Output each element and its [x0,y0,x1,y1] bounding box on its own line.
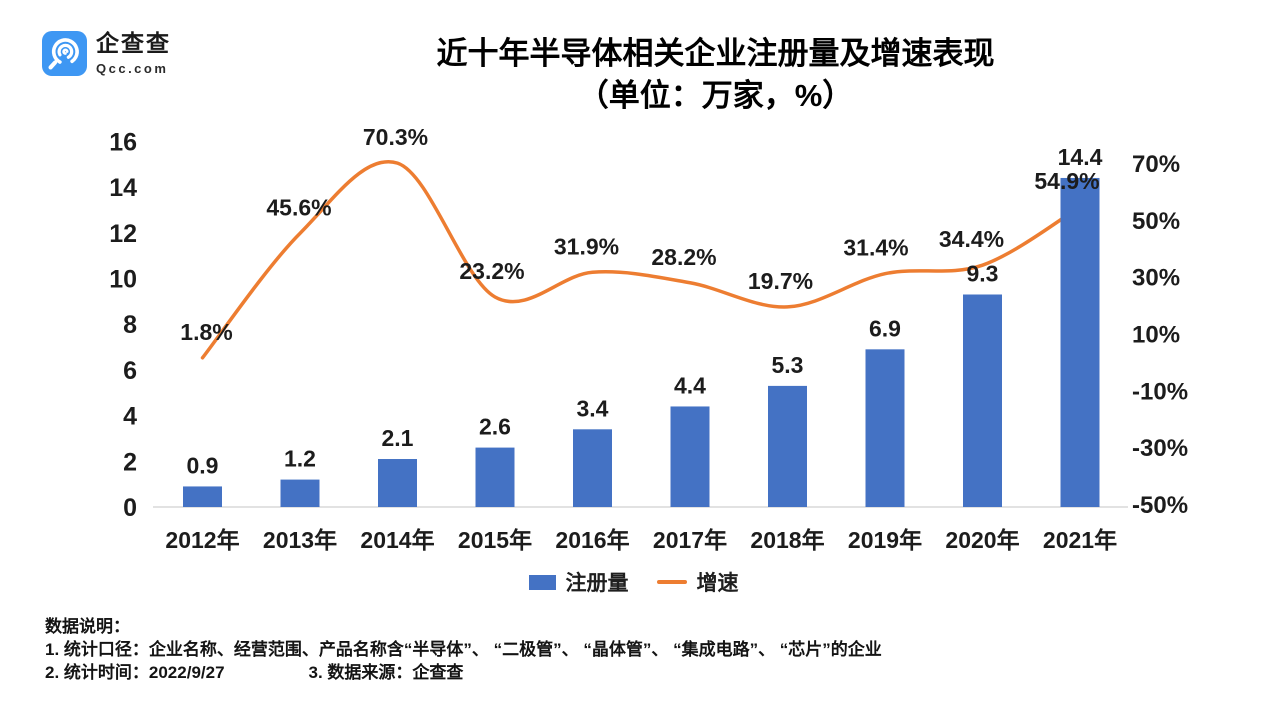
legend-bar-swatch [528,574,556,590]
footnote: 数据说明： 1. 统计口径：企业名称、经营范围、产品名称含“半导体”、 “二极管… [45,615,882,684]
growth-value-label: 28.2% [651,244,716,270]
left-axis-tick: 14 [109,174,137,202]
right-axis-tick: 10% [1132,321,1180,348]
bar-value-label: 14.4 [1058,144,1103,170]
legend-label-growth: 增速 [696,572,739,595]
growth-value-label: 1.8% [180,319,232,345]
legend-line-swatch [656,580,687,584]
growth-value-label: 19.7% [748,268,813,294]
footnote-line2: 2. 统计时间：2022/9/27 3. 数据来源：企查查 [45,661,882,684]
bar-value-label: 0.9 [187,452,219,478]
growth-value-label: 45.6% [266,194,331,220]
legend-item-growth: 增速 [656,567,739,597]
chart-title-line2: （单位：万家，%） [577,78,854,113]
left-axis-tick: 2 [123,448,137,476]
x-axis-label: 2020年 [945,527,1019,553]
bar-value-label: 1.2 [284,446,316,472]
brand-name: 企查查 [96,30,171,57]
left-axis-tick: 12 [109,220,137,248]
bar-value-label: 2.1 [382,425,414,451]
legend-label-registrations: 注册量 [565,572,629,595]
footnote-line1: 1. 统计口径：企业名称、经营范围、产品名称含“半导体”、 “二极管”、 “晶体… [45,640,882,659]
right-axis-tick: 30% [1132,265,1180,292]
bar-value-label: 3.4 [577,395,609,421]
left-axis-tick: 4 [123,403,137,431]
x-axis-label: 2015年 [458,527,532,553]
x-axis-label: 2016年 [555,527,629,553]
chart-title: 近十年半导体相关企业注册量及增速表现 （单位：万家，%） [170,33,1261,117]
x-axis-label: 2017年 [653,527,727,553]
x-axis-label: 2014年 [360,527,434,553]
bar-value-label: 6.9 [869,315,901,341]
chart-legend: 注册量 增速 [0,567,1267,597]
bar-2016年 [573,429,612,507]
x-axis-label: 2019年 [848,527,922,553]
right-axis-tick: -50% [1132,492,1188,519]
growth-value-label: 31.9% [554,233,619,259]
footnote-stat-time: 2. 统计时间：2022/9/27 [45,663,225,682]
left-axis-tick: 16 [109,128,137,156]
bar-2012年 [183,486,222,507]
bar-2013年 [280,479,320,507]
bar-2017年 [670,406,710,507]
growth-value-label: 31.4% [843,235,908,261]
bar-2015年 [475,447,515,507]
left-axis-tick: 8 [123,311,137,339]
qcc-logo-icon [42,31,87,76]
growth-line [200,159,1082,360]
right-axis-tick: 70% [1132,151,1180,178]
x-axis-label: 2012年 [165,527,239,553]
bar-2018年 [768,385,807,507]
right-axis-tick: -10% [1132,378,1188,405]
right-axis-tick: 50% [1132,208,1180,235]
bar-value-label: 2.6 [479,414,511,440]
x-axis-label: 2013年 [263,527,337,553]
left-axis-tick: 10 [109,266,137,294]
bar-value-label: 9.3 [967,260,999,286]
bar-2021年 [1060,177,1100,507]
combo-chart: 0 2 4 6 8 10 12 14 16 70% 50% 30% 10% -10% -30% -50% 201… [109,124,1188,553]
left-axis-tick: 0 [123,494,137,522]
growth-value-label: 34.4% [939,226,1004,252]
bar-value-label: 4.4 [674,372,706,398]
legend-item-registrations: 注册量 [528,567,629,597]
brand-domain: Qcc.com [96,60,169,76]
left-axis-tick: 6 [123,357,137,385]
bar-2014年 [378,459,417,507]
footnote-data-source: 3. 数据来源：企查查 [308,663,464,682]
chart-title-line1: 近十年半导体相关企业注册量及增速表现 [436,36,995,71]
bar-value-label: 5.3 [772,352,804,378]
qcc-logo: 企查查 Qcc.com [42,31,171,76]
bar-2020年 [963,294,1002,507]
growth-value-label: 23.2% [459,258,524,284]
x-axis-label: 2018年 [750,527,824,553]
x-axis-label: 2021年 [1043,527,1117,553]
qcc-logo-text: 企查查 Qcc.com [96,30,171,76]
footnote-heading: 数据说明： [45,617,130,636]
growth-value-label: 54.9% [1034,168,1099,194]
growth-value-label: 70.3% [363,124,428,150]
right-axis-tick: -30% [1132,435,1188,462]
bar-2019年 [865,349,905,507]
